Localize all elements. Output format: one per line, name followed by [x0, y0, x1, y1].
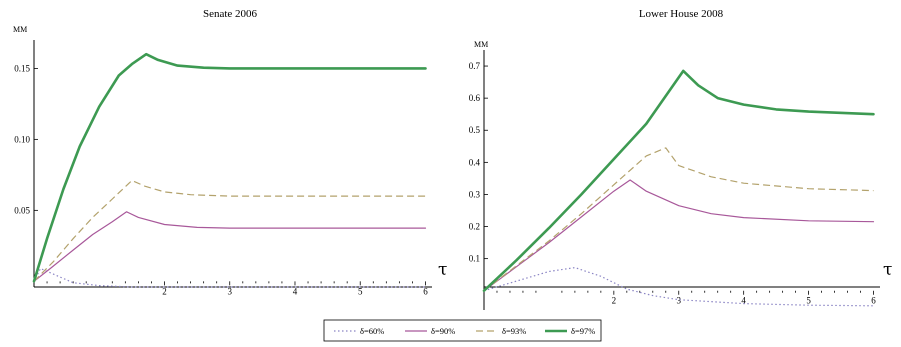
y-tick-label: 0.4 [469, 157, 481, 167]
legend-item: δ=90% [405, 326, 455, 336]
x-tick-label: 5 [358, 286, 363, 296]
y-axis-label: MM [474, 40, 488, 49]
chart-lower-house: Lower House 2008 MM τ 2 3 4 5 6 0.1 0.2 0.3 0.4 0… [469, 8, 892, 310]
x-tick-label: 4 [741, 296, 746, 306]
series-line-60 [483, 267, 874, 307]
series-line-97 [32, 52, 427, 283]
y-tick-label: 0.10 [14, 134, 30, 144]
chart-title: Lower House 2008 [639, 8, 724, 20]
x-tick-label: 3 [677, 296, 682, 306]
legend-item: δ=60% [334, 326, 384, 336]
y-tick-label: 0.1 [469, 254, 480, 264]
chart-senate: Senate 2006 MM τ 2 3 4 5 6 0.05 0.10 0.15 [13, 8, 447, 296]
y-tick-label: 0.05 [14, 205, 30, 215]
axis-ticks: 2 3 4 5 6 0.05 0.10 0.15 [14, 63, 428, 296]
y-tick-label: 0.6 [469, 93, 481, 103]
legend-label: δ=97% [571, 326, 595, 336]
legend-label: δ=93% [502, 326, 526, 336]
chart-title: Senate 2006 [203, 8, 258, 20]
y-tick-label: 0.3 [469, 189, 481, 199]
series-line-90 [33, 211, 427, 282]
y-tick-label: 0.2 [469, 222, 480, 232]
y-axis-label: MM [13, 25, 27, 34]
x-axis-label: τ [883, 260, 892, 280]
legend-item: δ=93% [476, 326, 526, 336]
series-line-93 [33, 179, 426, 282]
legend-label: δ=90% [431, 326, 455, 336]
x-tick-label: 2 [162, 286, 167, 296]
x-tick-label: 3 [227, 286, 232, 296]
x-tick-label: 4 [293, 286, 298, 296]
legend: δ=60% δ=90% δ=93% δ=97% [323, 319, 602, 342]
x-tick-label: 2 [612, 296, 617, 306]
plot-lines [32, 52, 427, 288]
y-tick-label: 0.15 [14, 63, 30, 73]
axis-ticks: 2 3 4 5 6 0.1 0.2 0.3 0.4 0.5 0.6 0.7 [469, 61, 877, 306]
series-line-90 [483, 179, 875, 292]
legend-label: δ=60% [360, 326, 384, 336]
plot-lines [482, 69, 875, 307]
legend-box [323, 319, 602, 342]
y-tick-label: 0.7 [469, 61, 481, 71]
y-tick-label: 0.5 [469, 125, 481, 135]
x-tick-label: 5 [806, 296, 811, 306]
x-axis-label: τ [438, 260, 447, 280]
series-line-97 [482, 69, 875, 293]
x-tick-label: 6 [423, 286, 428, 296]
series-line-60 [33, 267, 426, 288]
x-tick-label: 6 [871, 296, 876, 306]
series-line-93 [483, 147, 874, 292]
legend-item: δ=97% [545, 326, 595, 336]
